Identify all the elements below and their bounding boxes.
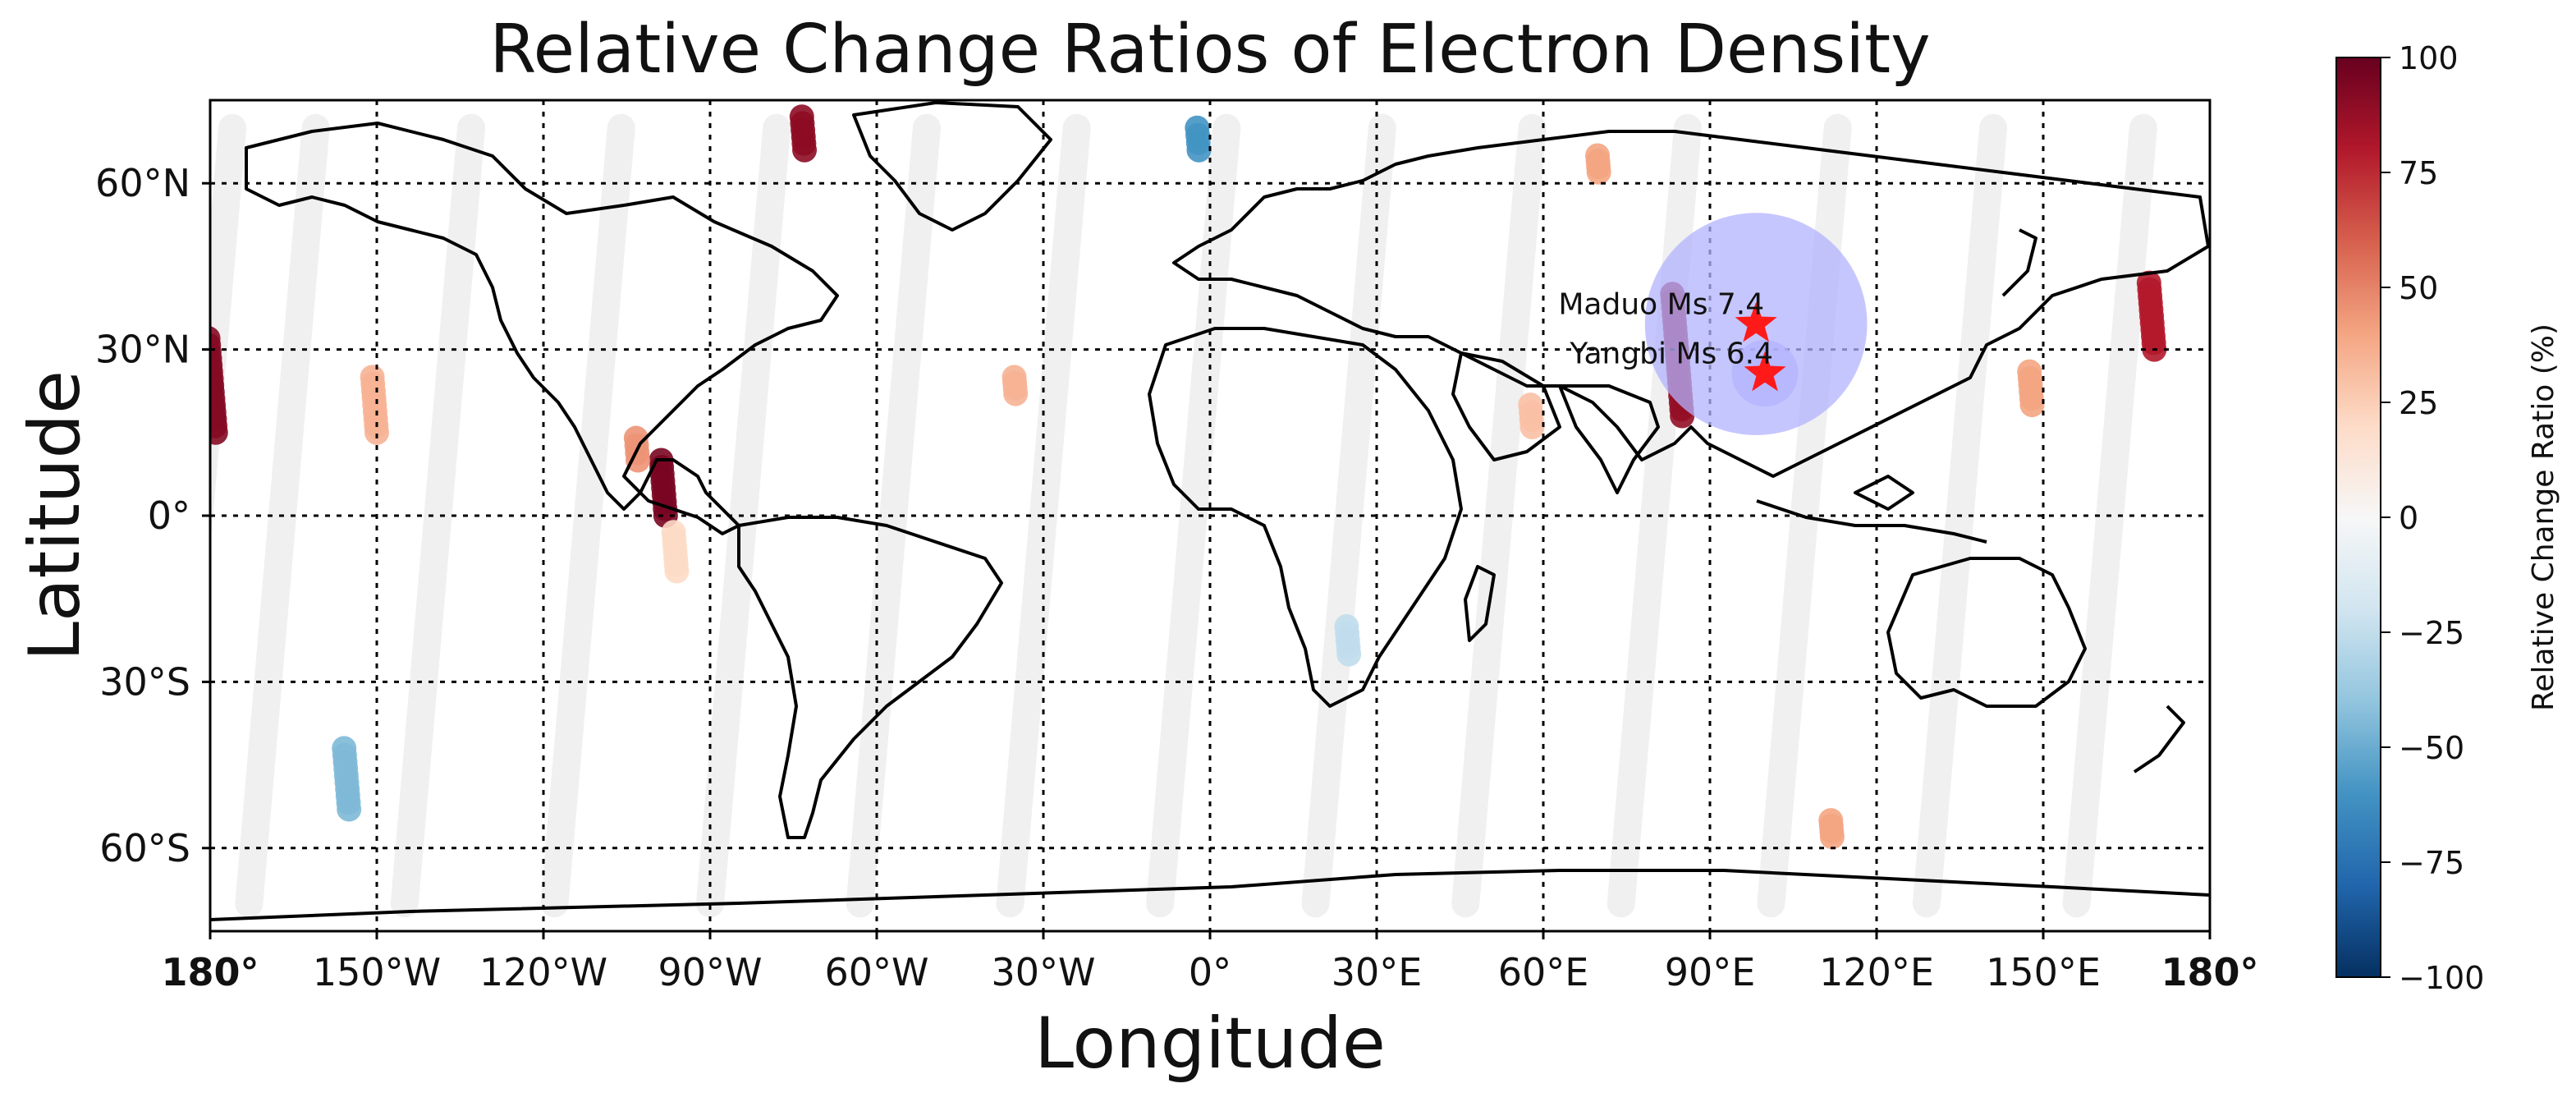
colorbar-gradient (2335, 57, 2381, 978)
colorbar-tick-label: 50 (2399, 270, 2438, 306)
y-tick-label: 60°S (99, 826, 190, 870)
orbit-track (1146, 113, 1241, 918)
map-plot-area: Maduo Ms 7.4 Yangbi Ms 6.4 (210, 100, 2210, 931)
colorbar-tick-label: 75 (2399, 155, 2438, 191)
colorbar-tick-label: −100 (2399, 960, 2484, 996)
x-tick-label: 90°E (1665, 950, 1756, 994)
earthquake-label: Yangbi Ms 6.4 (1569, 337, 1773, 371)
chart-title: Relative Change Ratios of Electron Densi… (489, 11, 1930, 89)
coastline-greenland (852, 101, 1052, 232)
y-tick-label: 0° (148, 494, 190, 538)
x-axis-label: Longitude (1034, 1003, 1386, 1085)
coastline-arabia (1451, 351, 1561, 461)
earthquake-label: Maduo Ms 7.4 (1558, 288, 1764, 322)
y-axis-ticks: 60°N 30°N 0° 30°S 60°S (95, 161, 210, 870)
colorbar: 100 75 50 25 0 −25 −50 −75 −100 Relative Change … (2335, 40, 2560, 996)
x-tick-label: 90°W (658, 950, 762, 994)
anomaly-point (360, 365, 385, 390)
x-tick-label: 120°E (1819, 950, 1934, 994)
x-tick-label: 30°W (991, 950, 1095, 994)
y-tick-label: 30°N (95, 328, 190, 372)
colorbar-ticks: 100 75 50 25 0 −25 −50 −75 −100 (2381, 40, 2484, 996)
earthquake-star-marker (1744, 351, 1786, 392)
anomaly-point (1585, 143, 1611, 168)
colorbar-tick-label: 100 (2399, 40, 2459, 76)
x-tick-label: 60°W (824, 950, 928, 994)
coastline-north-america (245, 122, 839, 535)
coastline-japan (2001, 228, 2037, 297)
y-tick-label: 60°N (95, 161, 190, 205)
colorbar-tick-label: 0 (2399, 500, 2418, 536)
x-tick-label: 60°E (1498, 950, 1589, 994)
colorbar-tick-label: −75 (2399, 845, 2464, 881)
anomaly-point (1818, 808, 1844, 833)
gridlines (210, 100, 2210, 931)
y-axis-label: Latitude (14, 370, 96, 661)
coastline-new-zealand (2133, 705, 2185, 774)
coastline-madagascar (1464, 565, 1496, 642)
anomaly-point (1334, 613, 1359, 639)
x-tick-label: 180° (2161, 950, 2258, 994)
y-tick-label: 30°S (99, 659, 190, 704)
anomaly-point (210, 326, 221, 351)
orbit-track (210, 113, 247, 550)
coastline-africa (1148, 327, 1463, 708)
anomaly-point (661, 520, 686, 545)
colorbar-tick-label: −25 (2399, 615, 2464, 651)
anomaly-point (1518, 393, 1543, 418)
orbit-track (540, 113, 635, 918)
anomaly-point (2017, 359, 2042, 384)
anomaly-point (1185, 115, 1210, 140)
x-tick-label: 0° (1189, 950, 1231, 994)
coastline-south-america (737, 516, 1003, 839)
earthquake-star-marker (1735, 301, 1777, 342)
colorbar-label: Relative Change Ratio (%) (2527, 324, 2560, 711)
anomaly-point (789, 104, 814, 130)
coastline-australia (1886, 557, 2087, 708)
x-tick-label: 150°E (1986, 950, 2101, 994)
orbit-track (390, 113, 486, 918)
coastline-india (1558, 384, 1660, 494)
coastline-antarctica (210, 869, 2210, 921)
anomaly-point (2136, 270, 2161, 296)
x-tick-label: 150°W (313, 950, 441, 994)
anomaly-point (332, 736, 357, 761)
x-axis-ticks: 180° 150°W 120°W 90°W 60°W 30°W 0° 30°E 60°E 90°E… (161, 931, 2259, 994)
orbit-track (846, 113, 941, 918)
anomaly-point (623, 425, 649, 451)
colorbar-tick-label: 25 (2399, 385, 2438, 421)
earthquake-markers: Maduo Ms 7.4 Yangbi Ms 6.4 (1558, 288, 1786, 392)
x-tick-label: 30°E (1332, 950, 1423, 994)
x-tick-label: 120°W (479, 950, 607, 994)
anomaly-point (1002, 365, 1027, 390)
x-tick-label: 180° (161, 950, 259, 994)
colorbar-tick-label: −50 (2399, 730, 2464, 766)
